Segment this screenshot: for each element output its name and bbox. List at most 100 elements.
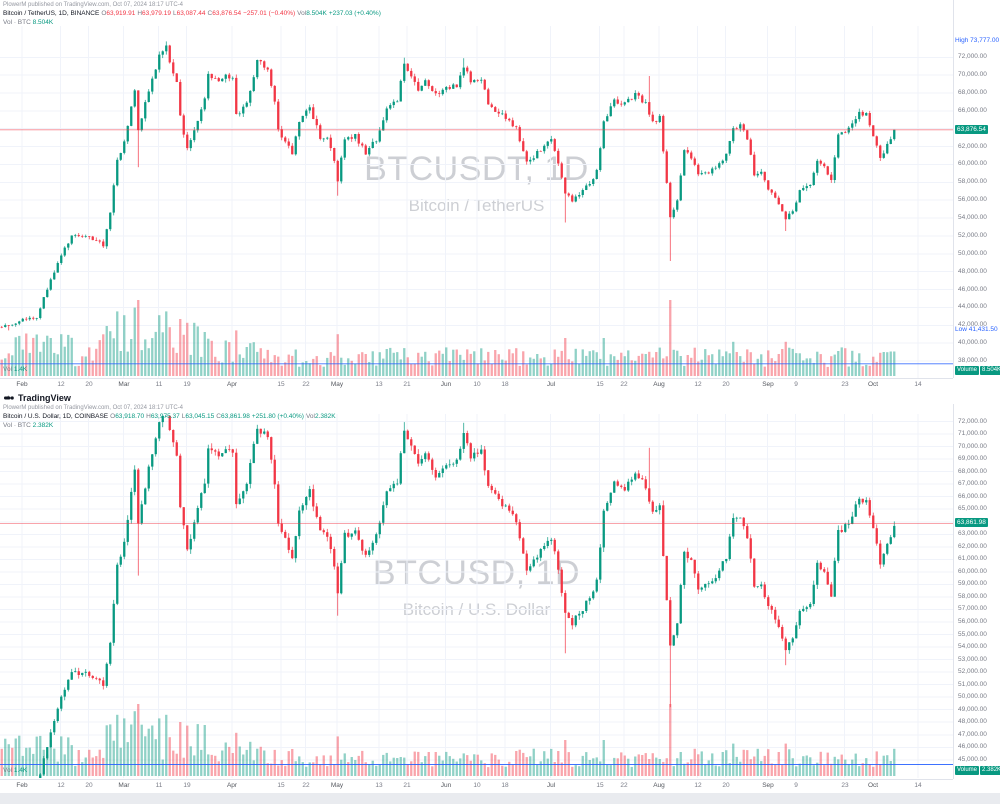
time-tick: 22 (620, 782, 628, 789)
price-tick: 49,000.00 (958, 706, 987, 713)
price-tick: 44,000.00 (958, 303, 987, 310)
chart-panel-btcusdt: PlowerM published on TradingView.com, Oc… (0, 0, 1000, 392)
chart-canvas[interactable] (0, 414, 953, 778)
volume-badge-value: 2.382K (980, 766, 1000, 775)
time-tick: Aug (653, 381, 665, 388)
price-tick: 60,000.00 (958, 160, 987, 167)
price-tick: 62,000.00 (958, 543, 987, 550)
price-tick: 50,000.00 (958, 693, 987, 700)
time-tick: 23 (841, 381, 849, 388)
price-tick: 40,000.00 (958, 339, 987, 346)
price-tick: 51,000.00 (958, 681, 987, 688)
volume-pane-value: 1.4K (13, 767, 28, 774)
legend-token-lbl: H (146, 413, 151, 420)
volume-badge-label: Volume (955, 766, 980, 775)
price-tick: 54,000.00 (958, 643, 987, 650)
volume-badge: Volume 2.382K (955, 766, 1000, 775)
time-tick: 12 (694, 782, 702, 789)
attribution: PlowerM published on TradingView.com, Oc… (3, 405, 183, 411)
time-tick: 10 (473, 782, 481, 789)
price-tick: 67,000.00 (958, 480, 987, 487)
time-tick: Aug (653, 782, 665, 789)
legend-token-lbl: O (101, 10, 107, 17)
chart-canvas[interactable] (0, 26, 953, 378)
price-tick: 66,000.00 (958, 107, 987, 114)
last-price-badge: 63,876.54 (955, 125, 988, 134)
price-tick: 69,000.00 (958, 455, 987, 462)
price-tick: 72,000.00 (958, 418, 987, 425)
legend-token-up: 8.504K (306, 10, 327, 17)
volume-pane-label: Vol (3, 366, 13, 373)
legend-token-down: 63,087.44 (176, 10, 206, 17)
price-axis[interactable]: 45,000.00 46,000.00 47,000.00 48,000.00 49,0… (953, 404, 1000, 779)
time-tick: May (330, 782, 344, 789)
time-tick: Apr (226, 381, 238, 388)
volume-pane-legend: Vol 1.4K (3, 767, 27, 774)
legend-token-up: 2.382K (315, 413, 336, 420)
volume-source-value: 2.382K (32, 422, 54, 429)
time-tick: May (330, 381, 344, 388)
volume-source-legend[interactable]: Vol · BTC 2.382K (3, 422, 53, 429)
time-tick: Sep (762, 381, 774, 388)
time-tick: 21 (403, 381, 411, 388)
time-tick: 11 (155, 782, 163, 789)
time-tick: 19 (183, 381, 191, 388)
time-tick: Mar (118, 782, 130, 789)
price-tick: 38,000.00 (958, 357, 987, 364)
tradingview-logo[interactable]: TradingView (4, 392, 71, 404)
symbol-legend[interactable]: Bitcoin / TetherUS, 1D, BINANCE O63,919.9… (3, 10, 383, 17)
price-tick: 70,000.00 (958, 71, 987, 78)
price-tick: 62,000.00 (958, 143, 987, 150)
price-tick: 63,000.00 (958, 530, 987, 537)
price-tick: 46,000.00 (958, 743, 987, 750)
symbol-legend[interactable]: Bitcoin / U.S. Dollar, 1D, COINBASE O63,9… (3, 413, 338, 420)
tradingview-logo-text: TradingView (18, 393, 71, 403)
time-axis[interactable]: Feb 12 20 Mar 11 19 Apr 15 22 May 13 21 Jun 10 18 Jul 15… (0, 779, 953, 793)
time-tick: Sep (762, 782, 774, 789)
legend-token-up: 63,975.37 (150, 413, 180, 420)
time-tick: Apr (226, 782, 238, 789)
price-tick: 42,000.00 (958, 321, 987, 328)
time-tick: 11 (155, 381, 163, 388)
time-tick: 14 (914, 782, 922, 789)
time-tick: Jul (546, 782, 556, 789)
legend-token-lbl: H (137, 10, 143, 17)
attribution: PlowerM published on TradingView.com, Oc… (3, 2, 183, 8)
legend-token-sym: Bitcoin / TetherUS, 1D, BINANCE (3, 10, 100, 17)
price-tick: 66,000.00 (958, 493, 987, 500)
time-tick: 9 (794, 782, 798, 789)
price-axis[interactable]: 38,000.00 40,000.00 42,000.00 44,000.00 46,0… (953, 0, 1000, 378)
time-tick: 12 (57, 381, 65, 388)
time-axis[interactable]: Feb 12 20 Mar 11 19 Apr 15 22 May 13 21 Jun 10 18 Jul 15… (0, 378, 953, 392)
volume-source-value: 8.504K (32, 19, 54, 26)
price-tick: 55,000.00 (958, 631, 987, 638)
legend-token-up: 63,861.98 (220, 413, 250, 420)
time-tick: 12 (57, 782, 65, 789)
price-tick: 52,000.00 (958, 668, 987, 675)
time-tick: 18 (501, 381, 509, 388)
volume-pane-legend: Vol 1.4K (3, 366, 27, 373)
legend-token-down: 63,919.91 (106, 10, 136, 17)
time-tick: 12 (694, 381, 702, 388)
price-tick: 58,000.00 (958, 593, 987, 600)
volume-source-legend[interactable]: Vol · BTC 8.504K (3, 19, 53, 26)
time-tick: 22 (302, 782, 310, 789)
time-tick: 18 (501, 782, 509, 789)
legend-token-up: 63,045.15 (185, 413, 215, 420)
time-tick: 23 (841, 782, 849, 789)
volume-badge-value: 8.504K (980, 366, 1000, 375)
time-tick: 20 (722, 782, 730, 789)
price-tick: 48,000.00 (958, 268, 987, 275)
time-tick: Feb (16, 381, 28, 388)
price-tick: 60,000.00 (958, 568, 987, 575)
time-tick: Mar (118, 381, 130, 388)
time-tick: 13 (375, 381, 383, 388)
price-tick: 53,000.00 (958, 656, 987, 663)
volume-pane-value: 1.4K (13, 366, 28, 373)
legend-token-lbl: C (216, 413, 221, 420)
legend-token-up: 63,918.70 (115, 413, 145, 420)
time-tick: Jun (440, 782, 452, 789)
price-tick: 70,000.00 (958, 443, 987, 450)
time-tick: Oct (867, 381, 879, 388)
price-tick: 48,000.00 (958, 718, 987, 725)
